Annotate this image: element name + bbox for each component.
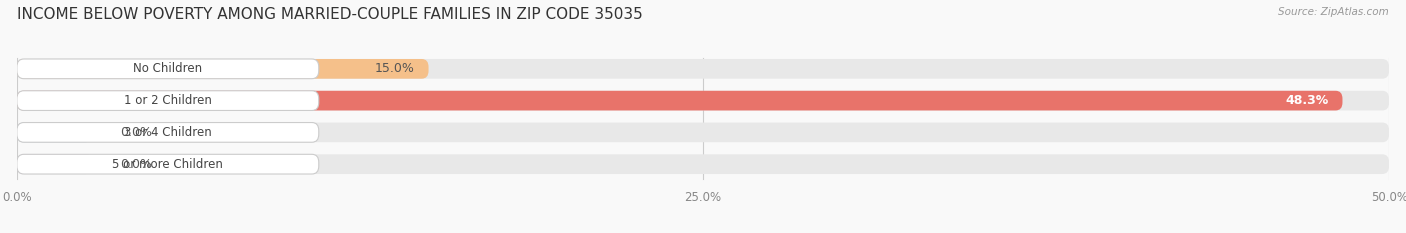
Text: Source: ZipAtlas.com: Source: ZipAtlas.com <box>1278 7 1389 17</box>
Text: 5 or more Children: 5 or more Children <box>112 158 224 171</box>
Text: 48.3%: 48.3% <box>1285 94 1329 107</box>
FancyBboxPatch shape <box>17 154 319 174</box>
FancyBboxPatch shape <box>17 123 319 142</box>
Text: No Children: No Children <box>134 62 202 75</box>
FancyBboxPatch shape <box>17 59 319 79</box>
FancyBboxPatch shape <box>17 123 93 142</box>
FancyBboxPatch shape <box>17 91 319 110</box>
Text: INCOME BELOW POVERTY AMONG MARRIED-COUPLE FAMILIES IN ZIP CODE 35035: INCOME BELOW POVERTY AMONG MARRIED-COUPL… <box>17 7 643 22</box>
FancyBboxPatch shape <box>17 59 1389 79</box>
FancyBboxPatch shape <box>17 91 1389 110</box>
FancyBboxPatch shape <box>17 123 1389 142</box>
FancyBboxPatch shape <box>17 154 1389 174</box>
Text: 3 or 4 Children: 3 or 4 Children <box>124 126 212 139</box>
Text: 15.0%: 15.0% <box>375 62 415 75</box>
Text: 1 or 2 Children: 1 or 2 Children <box>124 94 212 107</box>
FancyBboxPatch shape <box>17 154 93 174</box>
Text: 0.0%: 0.0% <box>120 158 152 171</box>
FancyBboxPatch shape <box>17 59 429 79</box>
FancyBboxPatch shape <box>17 91 1343 110</box>
Text: 0.0%: 0.0% <box>120 126 152 139</box>
